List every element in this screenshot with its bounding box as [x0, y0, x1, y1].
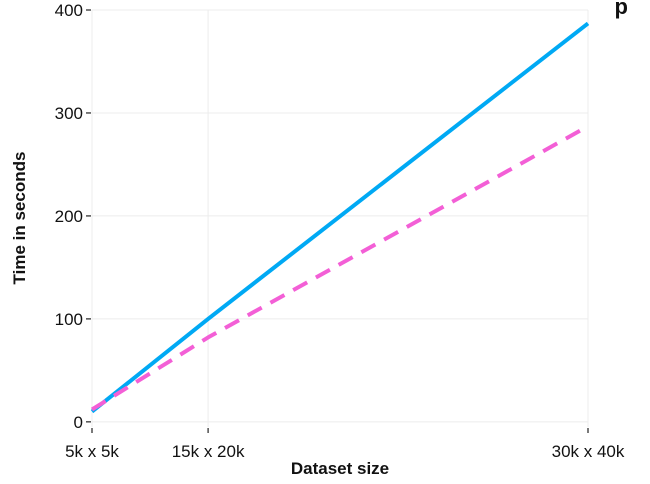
x-tick-label: 5k x 5k [65, 442, 119, 461]
y-tick-label: 200 [55, 207, 83, 226]
y-axis-title: Time in seconds [10, 152, 29, 285]
series-line-2 [90, 124, 589, 412]
series-line-1 [90, 21, 590, 414]
y-tick-label: 400 [55, 1, 83, 20]
axes: 0 100 200 300 400 5k x 5k 15k x 20k 30k x 40k [55, 1, 625, 461]
y-tick-label: 0 [74, 413, 83, 432]
x-tick-label: 15k x 20k [172, 442, 245, 461]
y-tick-label: 300 [55, 104, 83, 123]
chart-title: p [615, 0, 628, 19]
x-axis-title: Dataset size [291, 459, 389, 478]
series-layer [90, 21, 590, 414]
x-tick-label: 30k x 40k [552, 442, 625, 461]
y-tick-label: 100 [55, 310, 83, 329]
